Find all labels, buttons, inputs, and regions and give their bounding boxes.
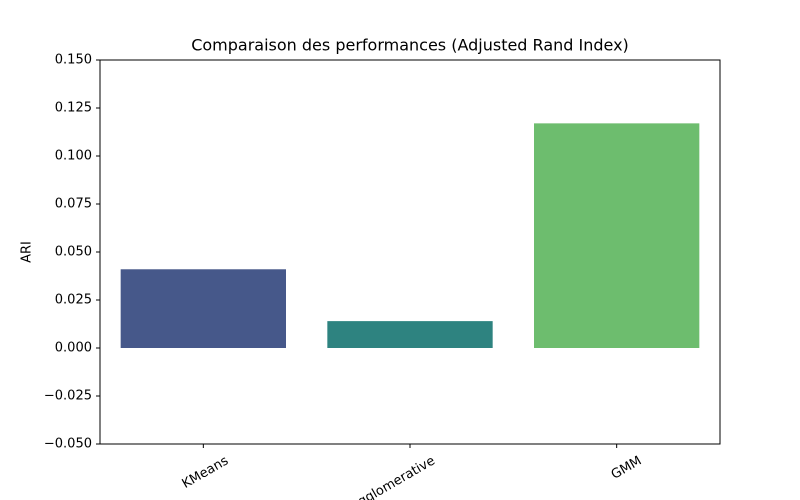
chart-title: Comparaison des performances (Adjusted R…	[191, 36, 629, 55]
y-tick-label: −0.050	[44, 437, 92, 452]
y-tick-label: 0.025	[55, 293, 92, 308]
x-tick-label: GMM	[609, 454, 645, 483]
plot-area: −0.050 −0.025 0.000 0.025 0.050 0.075 0.100 0.1…	[44, 53, 700, 500]
bar	[120, 269, 287, 348]
bar	[327, 321, 493, 348]
x-tick-label: Agglomerative	[348, 454, 438, 500]
y-tick-label: 0.100	[55, 149, 92, 164]
y-tick-label: 0.000	[55, 341, 92, 356]
axes-frame	[99, 59, 721, 445]
bar	[534, 123, 700, 348]
y-tick-label: 0.050	[55, 245, 92, 260]
y-tick-label: −0.025	[44, 389, 92, 404]
y-tick-label: 0.125	[55, 101, 92, 116]
y-tick-label: 0.075	[55, 197, 92, 212]
y-axis-label: ARI	[20, 241, 35, 263]
x-tick-label: KMeans	[180, 453, 232, 491]
y-tick-label: 0.150	[55, 53, 92, 68]
